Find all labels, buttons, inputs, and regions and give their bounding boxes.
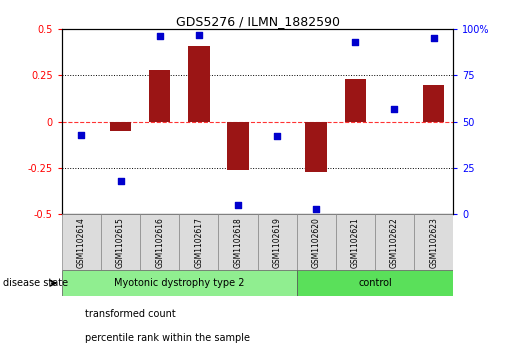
Bar: [188, 46, 210, 122]
Text: GSM1102622: GSM1102622: [390, 217, 399, 268]
Bar: [297, 270, 453, 296]
Point: [351, 39, 359, 45]
Bar: [179, 214, 218, 270]
Text: transformed count: transformed count: [85, 309, 176, 319]
Text: GSM1102623: GSM1102623: [429, 217, 438, 268]
Bar: [297, 214, 336, 270]
Title: GDS5276 / ILMN_1882590: GDS5276 / ILMN_1882590: [176, 15, 339, 28]
Bar: [227, 122, 249, 170]
Text: GSM1102621: GSM1102621: [351, 217, 360, 268]
Bar: [375, 214, 414, 270]
Bar: [110, 122, 131, 131]
Point: [116, 178, 125, 184]
Bar: [305, 122, 327, 172]
Text: GSM1102616: GSM1102616: [155, 217, 164, 268]
Point: [234, 202, 242, 208]
Point: [273, 134, 281, 139]
Bar: [149, 70, 170, 122]
Point: [195, 32, 203, 37]
Point: [390, 106, 399, 111]
Text: Myotonic dystrophy type 2: Myotonic dystrophy type 2: [114, 278, 245, 288]
Bar: [101, 214, 140, 270]
Text: GSM1102617: GSM1102617: [194, 217, 203, 268]
Point: [77, 132, 85, 138]
Text: disease state: disease state: [3, 278, 67, 288]
Text: GSM1102614: GSM1102614: [77, 217, 86, 268]
Bar: [62, 214, 101, 270]
Bar: [336, 214, 375, 270]
Point: [430, 36, 438, 41]
Text: GSM1102615: GSM1102615: [116, 217, 125, 268]
Text: GSM1102619: GSM1102619: [272, 217, 282, 268]
Bar: [414, 214, 453, 270]
Bar: [62, 270, 297, 296]
Text: control: control: [358, 278, 392, 288]
Point: [312, 206, 320, 212]
Bar: [218, 214, 258, 270]
Text: GSM1102620: GSM1102620: [312, 217, 321, 268]
Point: [156, 33, 164, 39]
Bar: [345, 79, 366, 122]
Bar: [140, 214, 179, 270]
Bar: [258, 214, 297, 270]
Text: percentile rank within the sample: percentile rank within the sample: [85, 333, 250, 343]
Text: GSM1102618: GSM1102618: [233, 217, 243, 268]
Bar: [423, 85, 444, 122]
